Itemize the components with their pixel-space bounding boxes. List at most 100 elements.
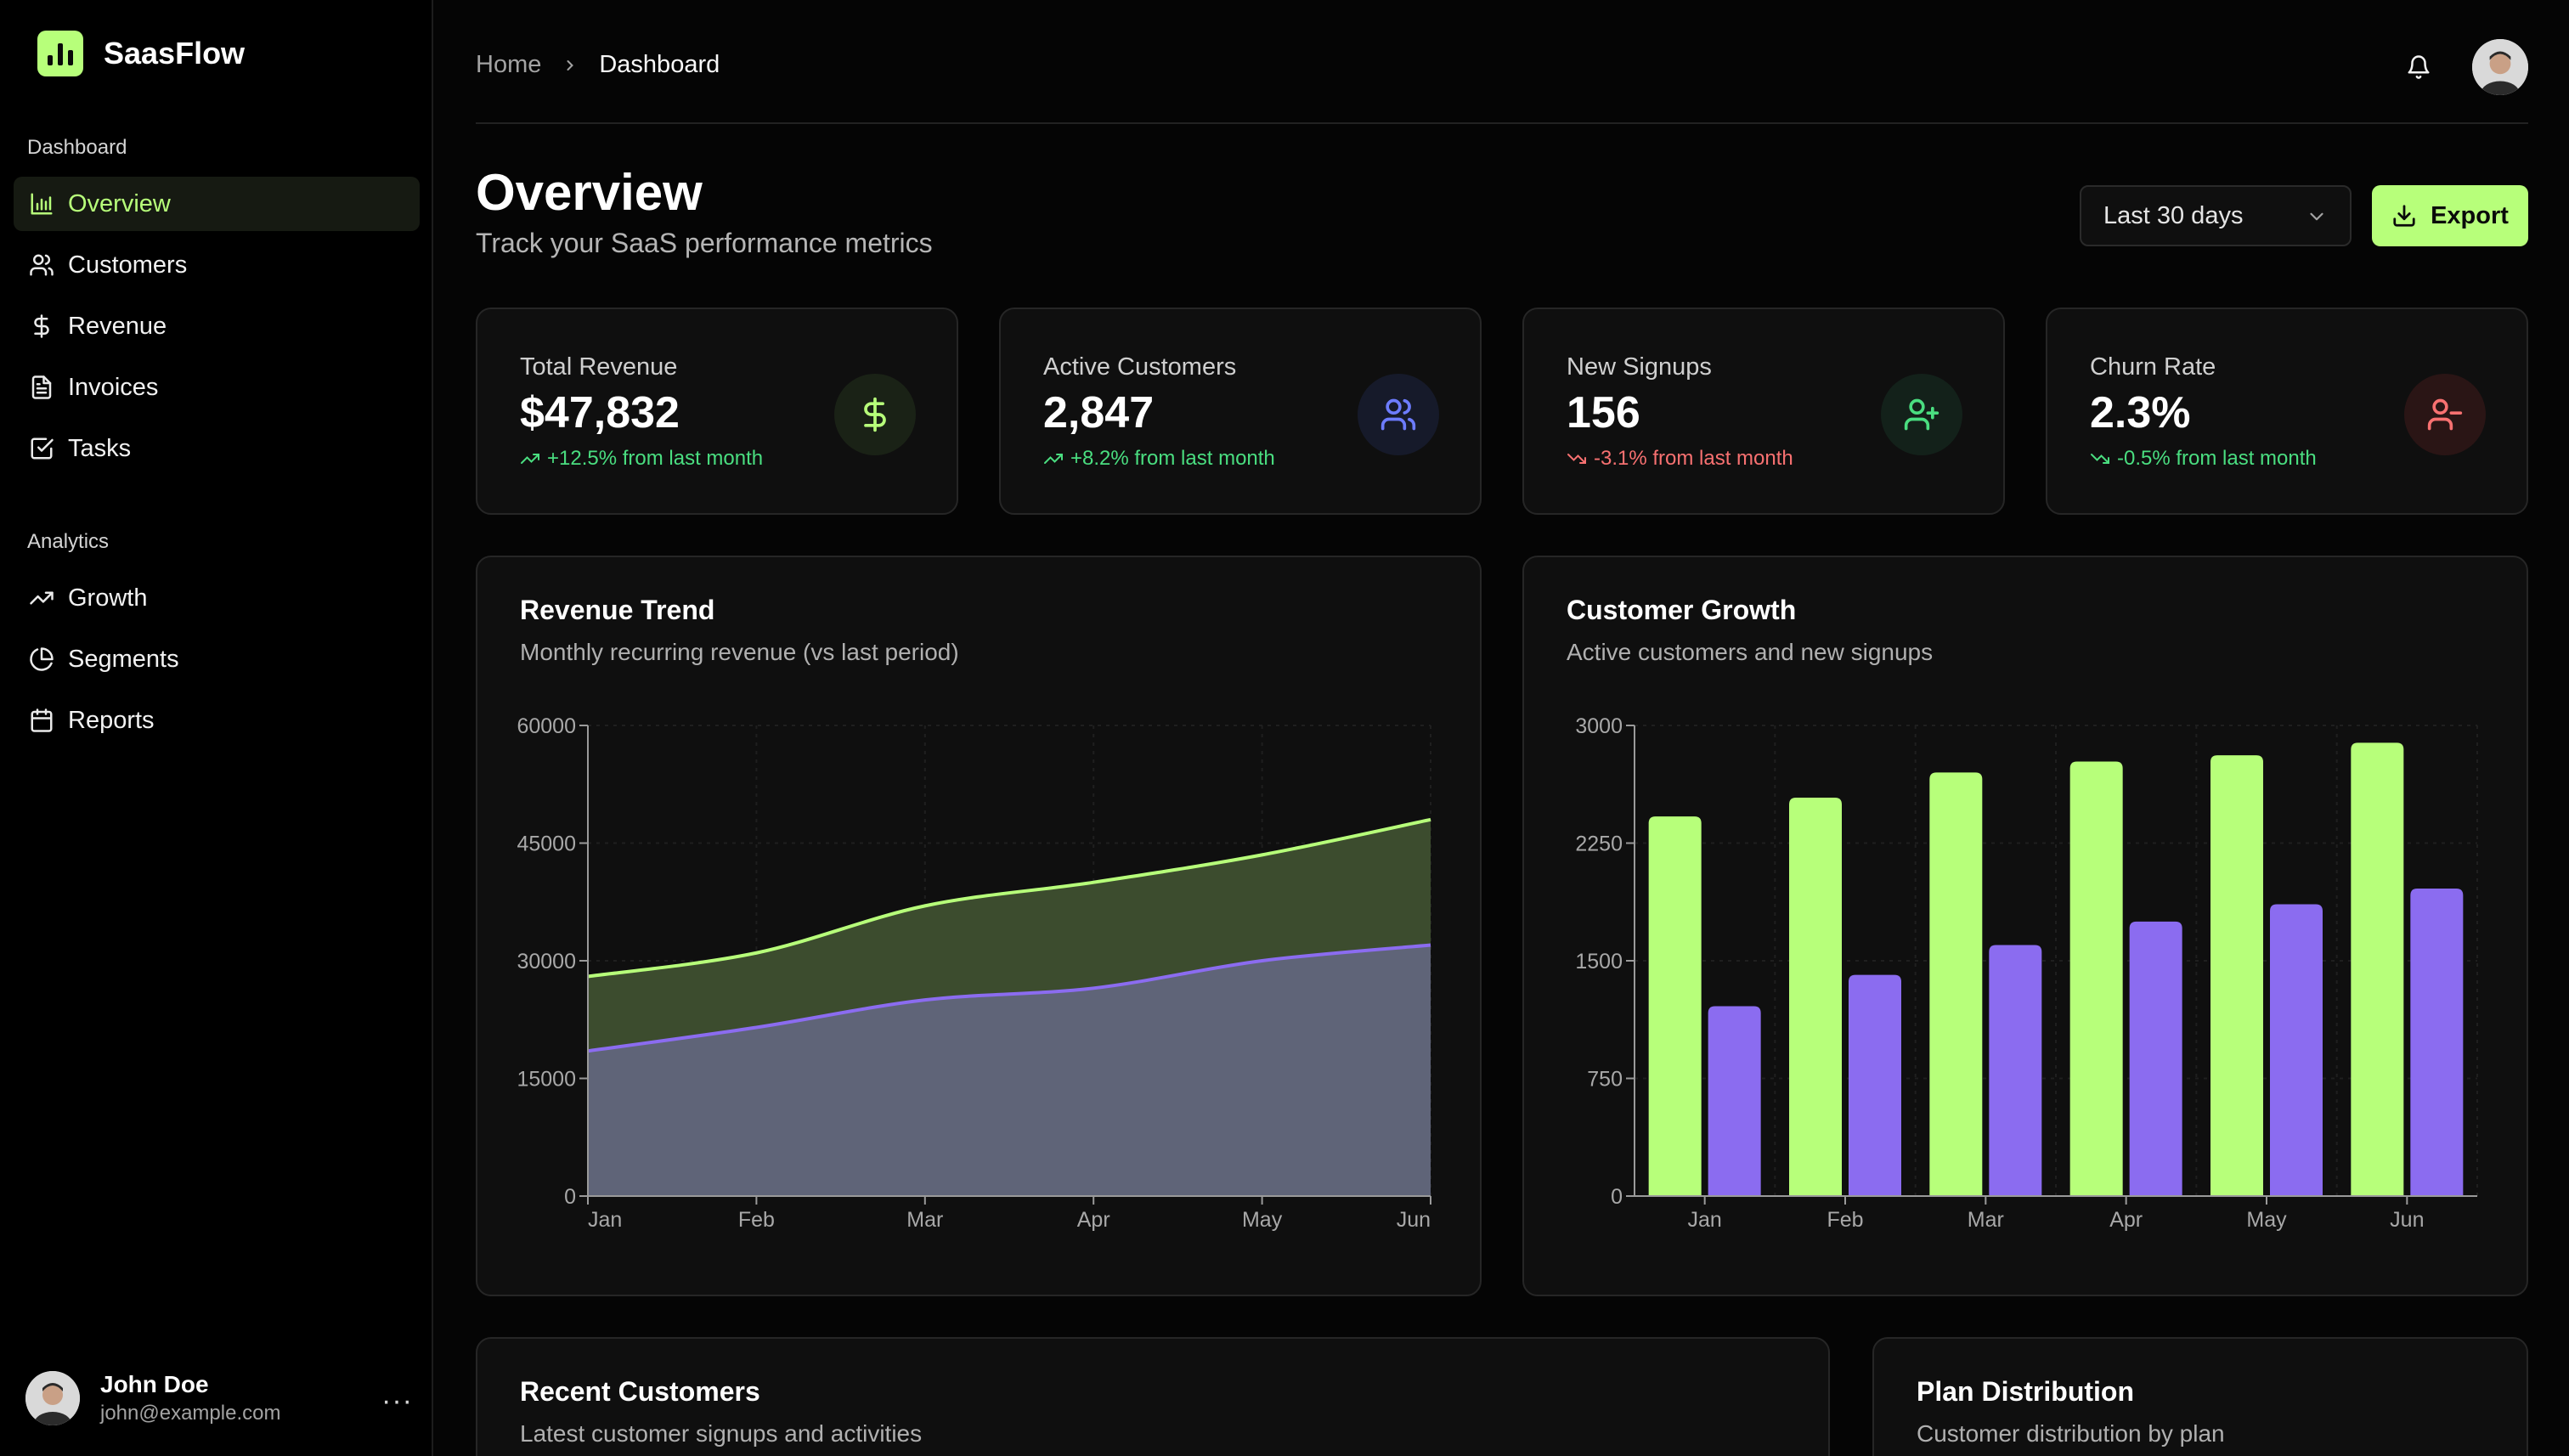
logo-icon <box>37 31 83 76</box>
x-tick-label: Mar <box>1968 1208 2004 1232</box>
y-tick-label: 60000 <box>517 714 576 738</box>
bar-new-signups <box>1849 974 1901 1196</box>
bar-active-customers <box>1929 772 1983 1196</box>
trending-up-icon <box>1044 454 1063 464</box>
stat-value: $47,832 <box>520 388 680 437</box>
file-text-icon <box>31 375 52 399</box>
stat-change: -3.1% from last month <box>1567 447 1793 471</box>
y-tick-label: 15000 <box>517 1068 576 1092</box>
trending-down-icon <box>1567 454 1586 464</box>
bar-active-customers <box>2069 761 2123 1196</box>
x-tick-label: May <box>2246 1208 2287 1232</box>
page-title: Overview <box>476 164 703 221</box>
bar-active-customers <box>1789 797 1842 1196</box>
breadcrumb-home[interactable]: Home <box>476 51 542 78</box>
sidebar-item-growth[interactable]: Growth <box>14 571 420 625</box>
page-subtitle: Track your SaaS performance metrics <box>476 228 933 258</box>
sidebar-item-invoices[interactable]: Invoices <box>14 360 420 415</box>
sidebar-item-label: Reports <box>68 706 155 734</box>
more-icon[interactable]: ··· <box>381 1385 413 1417</box>
dollar-icon <box>864 397 886 432</box>
chart-subtitle: Active customers and new signups <box>1567 639 1934 665</box>
chart-title: Revenue Trend <box>520 595 715 625</box>
sidebar-item-revenue[interactable]: Revenue <box>14 299 420 353</box>
stat-icon <box>834 374 916 455</box>
sidebar-item-label: Growth <box>68 584 148 612</box>
x-tick-label: Apr <box>1077 1208 1110 1232</box>
sidebar-item-reports[interactable]: Reports <box>14 693 420 748</box>
x-tick-label: Jun <box>1397 1208 1431 1232</box>
users-icon <box>1380 398 1416 431</box>
revenue-trend-chart: 0 15000 30000 45000 60000 Jan Feb Mar Apr May Jun <box>517 714 1431 1232</box>
export-button[interactable]: Export <box>2372 185 2528 246</box>
sidebar-item-label: Revenue <box>68 312 167 340</box>
sidebar: SaasFlow Dashboard Overview Customers Re… <box>0 0 433 1456</box>
user-email: john@example.com <box>100 1402 281 1425</box>
chevron-right-icon <box>567 59 574 71</box>
stat-value: 2,847 <box>1043 388 1155 437</box>
bar-active-customers <box>2351 742 2404 1196</box>
chart-title: Customer Growth <box>1567 595 1797 625</box>
card-subtitle: Latest customer signups and activities <box>520 1420 923 1447</box>
sidebar-item-segments[interactable]: Segments <box>14 632 420 686</box>
stat-label: Total Revenue <box>520 353 678 381</box>
y-tick-label: 30000 <box>517 950 576 973</box>
bar-active-customers <box>1648 816 1702 1196</box>
avatar[interactable] <box>2472 39 2528 95</box>
avatar-image <box>2472 39 2528 95</box>
sidebar-item-overview[interactable]: Overview <box>14 177 420 231</box>
sidebar-item-label: Invoices <box>68 373 159 401</box>
breadcrumb: Home Dashboard <box>476 51 720 79</box>
y-tick-label: 1500 <box>1575 950 1623 973</box>
x-tick-label: Feb <box>738 1208 775 1232</box>
current-period-line <box>587 817 1431 979</box>
bell-icon[interactable] <box>2406 53 2431 82</box>
bar-new-signups <box>2129 921 2182 1196</box>
y-tick-label: 2250 <box>1575 832 1623 856</box>
sidebar-item-tasks[interactable]: Tasks <box>14 421 420 476</box>
user-plus-icon <box>1904 398 1939 431</box>
y-tick-label: 750 <box>1587 1068 1623 1092</box>
sidebar-item-label: Customers <box>68 251 188 279</box>
topbar: Home Dashboard <box>476 0 2528 124</box>
stat-label: Churn Rate <box>2090 353 2216 381</box>
bar-chart-icon <box>31 193 53 215</box>
trending-up-icon <box>30 591 54 605</box>
avatar <box>25 1371 80 1425</box>
card-title: Recent Customers <box>520 1376 760 1407</box>
avatar-image <box>25 1371 80 1425</box>
download-icon <box>2393 205 2415 227</box>
x-tick-label: Mar <box>906 1208 943 1232</box>
card-subtitle: Customer distribution by plan <box>1917 1420 2225 1447</box>
stat-change-text: -0.5% from last month <box>2117 447 2317 470</box>
export-label: Export <box>2431 201 2509 229</box>
nav-group-label-dashboard: Dashboard <box>27 136 127 159</box>
bar-active-customers <box>2210 755 2263 1196</box>
customer-growth-card: Customer Growth Active customers and new… <box>1522 556 2528 1296</box>
x-tick-label: Apr <box>2109 1208 2143 1232</box>
sidebar-item-customers[interactable]: Customers <box>14 238 420 292</box>
stat-change: +8.2% from last month <box>1043 447 1275 471</box>
trending-down-icon <box>2091 454 2109 464</box>
plan-distribution-card: Plan Distribution Customer distribution … <box>1872 1337 2528 1456</box>
revenue-trend-card: Revenue Trend Monthly recurring revenue … <box>476 556 1482 1296</box>
stat-change: -0.5% from last month <box>2090 447 2317 471</box>
stat-change-text: +12.5% from last month <box>547 447 764 470</box>
stat-card-churn-rate: Churn Rate 2.3% -0.5% from last month <box>2046 308 2528 515</box>
date-range-select[interactable]: Last 30 days <box>2080 185 2352 246</box>
stat-change-text: -3.1% from last month <box>1594 447 1793 470</box>
bar-new-signups <box>2270 904 2323 1196</box>
y-tick-label: 3000 <box>1575 714 1623 738</box>
sidebar-item-label: Overview <box>68 189 171 217</box>
stat-value: 2.3% <box>2090 388 2191 437</box>
stat-icon <box>1358 374 1439 455</box>
stat-value: 156 <box>1567 388 1640 437</box>
calendar-icon <box>31 708 53 732</box>
bar-new-signups <box>1708 1006 1761 1196</box>
stat-icon <box>1881 374 1962 455</box>
card-title: Plan Distribution <box>1917 1376 2134 1407</box>
nav-group-label-analytics: Analytics <box>27 530 110 553</box>
user-profile[interactable]: John Doe john@example.com ··· <box>25 1369 413 1427</box>
brand[interactable]: SaasFlow <box>37 31 245 76</box>
x-tick-label: Jan <box>588 1208 622 1232</box>
